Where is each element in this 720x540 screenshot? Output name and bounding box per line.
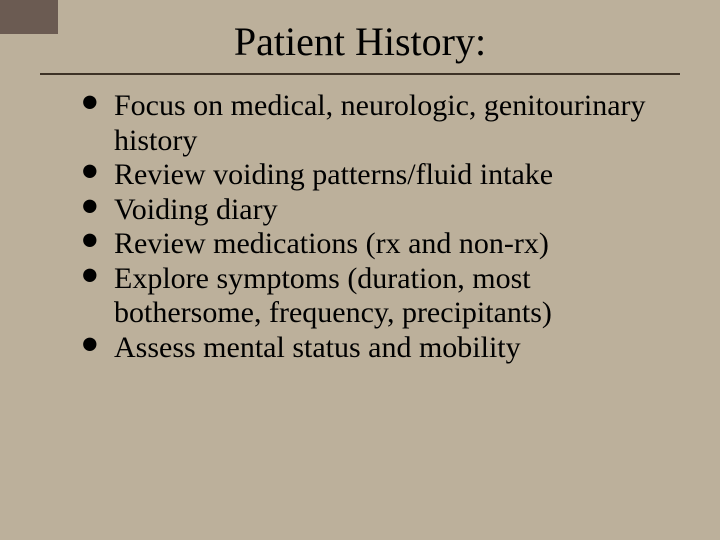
list-item: Voiding diary [80,193,680,228]
list-item: Explore symptoms (duration, most bothers… [80,262,680,331]
list-item: Focus on medical, neurologic, genitourin… [80,89,680,158]
slide-title: Patient History: [40,18,680,73]
title-underline [40,73,680,75]
list-item: Review voiding patterns/fluid intake [80,158,680,193]
corner-accent [0,0,58,34]
slide: Patient History: Focus on medical, neuro… [0,0,720,540]
slide-body: Focus on medical, neurologic, genitourin… [40,89,680,365]
list-item: Review medications (rx and non-rx) [80,227,680,262]
bullet-list: Focus on medical, neurologic, genitourin… [80,89,680,365]
list-item: Assess mental status and mobility [80,331,680,366]
